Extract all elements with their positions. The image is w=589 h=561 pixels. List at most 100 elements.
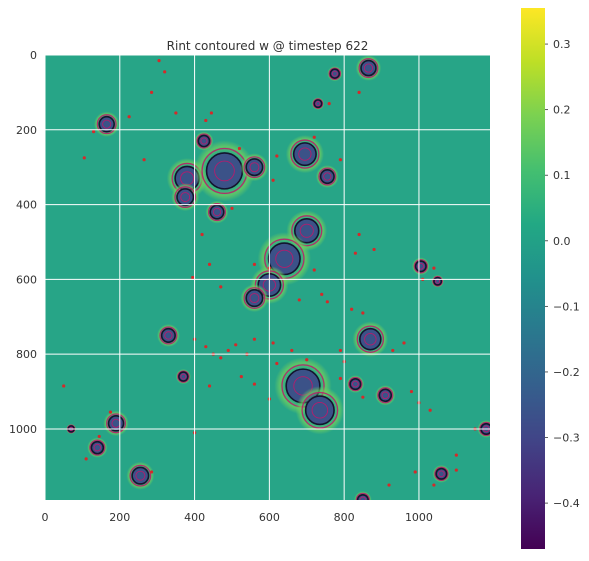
droplet-16 — [327, 102, 331, 106]
droplet-1 — [163, 70, 167, 74]
x-tick-label-3: 600 — [259, 511, 280, 524]
feature-region — [414, 260, 427, 273]
colorbar-tick-label-5: −0.2 — [553, 366, 580, 379]
x-tick-label-0: 0 — [42, 511, 49, 524]
feature-contour-outer — [243, 287, 266, 310]
feature-contour-inner — [214, 160, 235, 182]
droplet-13 — [338, 158, 343, 162]
feature-contour-outer — [377, 387, 394, 404]
y-tick-label-3: 600 — [16, 273, 37, 286]
feature-contour-outer — [312, 98, 324, 109]
feature-contour-outer — [358, 58, 379, 79]
y-tick-label-2: 400 — [16, 199, 37, 212]
feature-region — [197, 134, 211, 148]
droplet-0 — [157, 59, 161, 63]
colorbar-tick-label-6: −0.3 — [553, 432, 580, 445]
colorbar-gradient — [521, 8, 545, 549]
feature-23 — [346, 375, 365, 393]
colorbar-tick-label-0: 0.3 — [553, 38, 571, 51]
colorbar-tick-label-1: 0.2 — [553, 104, 571, 117]
droplet-39 — [290, 348, 294, 353]
droplet-67 — [219, 285, 223, 289]
feature-contour-outer — [356, 325, 385, 353]
feature-contour-inner — [135, 470, 146, 481]
droplet-53 — [428, 408, 432, 412]
feature-contour-outer — [159, 326, 178, 345]
feature-30 — [432, 464, 451, 483]
feature-2 — [311, 97, 325, 110]
feature-contour-inner — [200, 137, 208, 145]
feature-contour-inner — [298, 147, 312, 161]
droplet-68 — [191, 275, 195, 280]
feature-25 — [103, 410, 129, 437]
feature-contour-outer — [348, 376, 363, 392]
droplet-40 — [305, 358, 309, 362]
droplet-34 — [234, 343, 238, 347]
droplet-27 — [350, 307, 354, 311]
feature-contour-outer — [318, 167, 337, 186]
feature-5 — [285, 135, 324, 174]
droplet-9 — [209, 111, 214, 115]
droplet-64 — [387, 483, 391, 487]
droplet-63 — [454, 453, 458, 457]
colorbar-tick-label-3: 0.0 — [553, 235, 571, 248]
feature-region — [293, 217, 320, 244]
droplet-30 — [204, 345, 208, 349]
droplet-37 — [271, 341, 275, 345]
droplet-71 — [230, 206, 234, 210]
feature-contour-outer — [177, 370, 190, 383]
feature-region — [176, 188, 195, 207]
droplet-3 — [174, 111, 178, 115]
feature-region — [319, 169, 335, 185]
feature-contour-inner — [249, 162, 260, 173]
chart-title: Rint contoured w @ timestep 622 — [167, 39, 369, 53]
feature-region — [329, 68, 341, 79]
droplet-46 — [239, 374, 243, 379]
droplet-22 — [252, 262, 257, 267]
feature-0 — [355, 55, 382, 81]
droplet-51 — [409, 389, 414, 394]
feature-region — [304, 395, 335, 426]
droplet-19 — [372, 247, 376, 252]
feature-region — [435, 467, 448, 480]
droplet-61 — [432, 483, 436, 487]
feature-contour-inner — [331, 70, 338, 77]
feature-region — [292, 142, 317, 167]
x-tick-label-2: 400 — [184, 511, 205, 524]
colorbar-tick-label-2: 0.1 — [553, 169, 571, 182]
feature-18 — [156, 324, 180, 347]
colorbar-tick-label-4: −0.1 — [553, 300, 580, 313]
colorbar-ticks: 0.3 0.2 0.1 0.0 −0.1 −0.2 −0.3 −0.4 — [545, 38, 580, 510]
droplet-32 — [219, 356, 223, 360]
droplet-26 — [297, 298, 301, 302]
droplet-38 — [275, 361, 279, 366]
droplet-23 — [312, 268, 316, 272]
feature-contour-outer — [243, 156, 266, 179]
feature-contour-inner — [315, 101, 321, 107]
droplet-15 — [357, 90, 361, 94]
feature-6 — [315, 165, 339, 188]
feature-20 — [175, 368, 191, 385]
feature-contour-outer — [328, 67, 342, 80]
feature-19 — [352, 321, 389, 358]
feature-region — [359, 327, 382, 351]
droplet-49 — [338, 376, 343, 381]
feature-region — [313, 99, 323, 109]
feature-9 — [240, 153, 269, 182]
feature-contour-inner — [438, 470, 445, 478]
feature-contour-outer — [413, 259, 429, 274]
feature-contour-outer — [106, 413, 127, 434]
feature-24 — [375, 385, 396, 406]
feature-contour-inner — [102, 119, 112, 129]
feature-contour-inner — [164, 331, 173, 340]
feature-region — [178, 371, 189, 382]
droplet-20 — [432, 266, 436, 270]
droplet-2 — [149, 90, 154, 94]
feature-contour-inner — [363, 63, 374, 73]
droplet-57 — [108, 410, 113, 414]
feature-contour-inner — [93, 443, 102, 452]
droplet-12 — [275, 154, 279, 158]
feature-contour-inner — [417, 262, 425, 270]
feature-16 — [411, 257, 430, 276]
feature-contour-inner — [212, 207, 222, 217]
